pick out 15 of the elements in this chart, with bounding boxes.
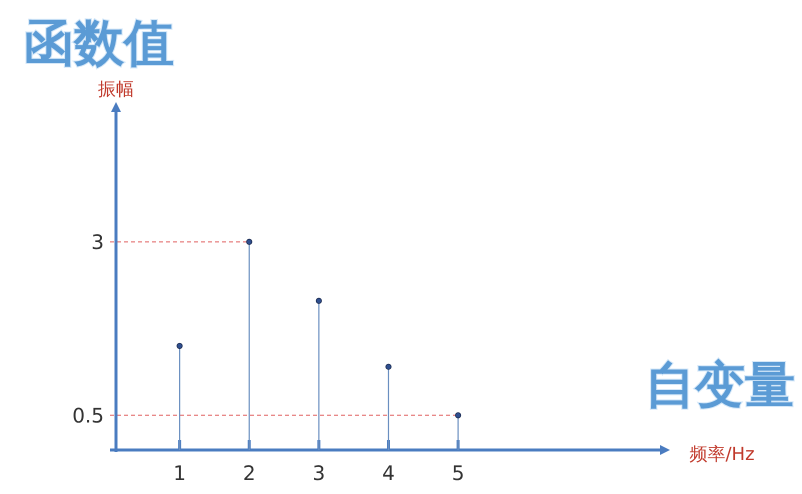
point [246,238,252,245]
point [385,364,392,370]
x-tick-label: 1 [173,461,186,485]
x-axis-title: 频率/Hz [689,444,755,465]
x-tick-label: 4 [382,461,395,485]
annotation: 自变量 [645,356,795,414]
y-tick-label: 0.5 [72,403,104,428]
x-tick-label: 3 [312,461,326,485]
y-axis-title: 振幅 [98,79,134,100]
chart-title: 函数值 [24,14,174,72]
x-tick-label: 5 [452,461,464,485]
point [176,342,183,349]
point [316,298,322,304]
point [455,412,462,418]
x-tick-label: 2 [242,461,256,485]
